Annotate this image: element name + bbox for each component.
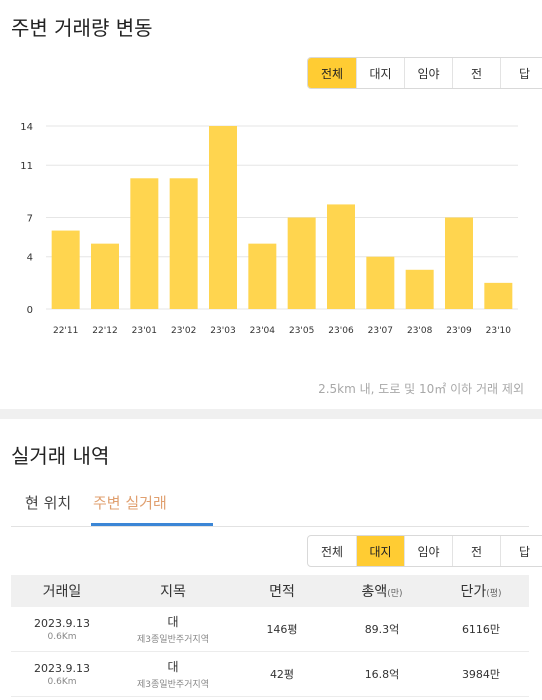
row-date: 2023.9.13 (34, 616, 90, 630)
col-date[interactable]: 거래일 (42, 584, 82, 600)
bar (366, 256, 395, 309)
col-land[interactable]: 지목 (160, 584, 186, 600)
y-tick-label: 0 (27, 305, 33, 316)
bar (405, 269, 434, 309)
bar (287, 217, 316, 309)
history-filter-lot[interactable]: 대지 (356, 536, 404, 566)
x-tick-label: 23'06 (328, 326, 354, 336)
row-distance: 0.6Km (47, 631, 77, 642)
row-distance: 0.6Km (47, 676, 77, 687)
row-date-cell: 2023.9.13 0.6Km (11, 617, 113, 642)
row-zone: 제3종일반주거지역 (137, 635, 209, 645)
row-land: 대 (167, 615, 179, 629)
active-tab-indicator (91, 523, 213, 526)
x-tick-label: 23'09 (446, 326, 472, 336)
row-area: 42평 (269, 668, 295, 681)
row-date: 2023.9.13 (34, 661, 90, 675)
history-title: 실거래 내역 (11, 444, 110, 468)
trend-filter-paddy[interactable]: 답 (500, 58, 542, 88)
trend-title: 주변 거래량 변동 (11, 16, 153, 40)
x-tick-label: 23'10 (486, 326, 512, 336)
bar (209, 126, 237, 309)
row-total: 89.3억 (364, 623, 400, 636)
history-filter-all[interactable]: 전체 (320, 544, 344, 559)
chart-footnote: 2.5km 내, 도로 및 10㎡ 이하 거래 제외 (318, 382, 524, 396)
trend-filter-all[interactable]: 전체 (308, 58, 356, 88)
col-total-label: 총액 (361, 584, 388, 600)
history-filter-group: 전체 대지 임야 전 답 (307, 535, 542, 567)
y-tick-label: 4 (27, 253, 33, 264)
volume-bar-chart: 0 4 7 11 14 22'11 22'12 23'01 23'02 23'03 23'04 23'… (20, 122, 518, 336)
trend-filter-field[interactable]: 전 (452, 58, 500, 88)
tab-nearby-transactions[interactable]: 주변 실거래 (93, 494, 167, 512)
x-tick-label: 23'03 (210, 326, 235, 336)
bar (51, 230, 80, 309)
x-tick-label: 23'05 (289, 326, 314, 336)
history-tabs: 현 위치 주변 실거래 (11, 486, 529, 527)
row-area: 146평 (266, 623, 298, 636)
y-tick-label: 11 (20, 161, 33, 172)
x-tick-label: 23'08 (407, 326, 433, 336)
y-tick-label: 7 (27, 214, 33, 225)
trend-filter-forest[interactable]: 임야 (404, 58, 452, 88)
bar (91, 243, 119, 309)
col-unit-price-label: 단가 (460, 584, 487, 600)
bar (327, 204, 355, 309)
trend-filter-group: 전체 대지 임야 전 답 (307, 57, 542, 89)
history-filter-field[interactable]: 전 (452, 536, 500, 566)
history-filter-forest[interactable]: 임야 (404, 536, 452, 566)
bar (248, 243, 277, 309)
x-tick-label: 22'11 (53, 326, 78, 336)
bar (484, 282, 513, 309)
y-tick-label: 14 (20, 122, 33, 133)
col-unit-price[interactable]: 단가(평) (433, 581, 529, 601)
history-filter-paddy[interactable]: 답 (500, 536, 542, 566)
col-area[interactable]: 면적 (269, 584, 295, 600)
x-tick-label: 23'02 (171, 326, 196, 336)
bar (169, 178, 198, 309)
row-unit-price: 3984만 (461, 668, 501, 681)
col-unit-price-unit: (평) (486, 589, 502, 599)
row-land: 대 (167, 660, 179, 674)
table-header: 거래일 지목 면적 총액(만) 단가(평) (11, 575, 529, 607)
row-date-cell: 2023.9.13 0.6Km (11, 662, 113, 687)
col-total[interactable]: 총액(만) (331, 581, 433, 601)
trend-filter-lot[interactable]: 대지 (356, 58, 404, 88)
col-total-unit: (만) (387, 589, 403, 599)
x-tick-label: 23'01 (132, 326, 157, 336)
section-divider (0, 409, 542, 419)
transaction-table: 거래일 지목 면적 총액(만) 단가(평) 2023.9.13 0.6Km 대 제3… (11, 575, 529, 697)
tab-current-location[interactable]: 현 위치 (25, 494, 72, 512)
x-tick-label: 23'07 (368, 326, 393, 336)
x-tick-label: 23'04 (250, 326, 276, 336)
row-total: 16.8억 (364, 668, 400, 681)
x-tick-label: 22'12 (92, 326, 117, 336)
bar (130, 178, 159, 309)
row-zone: 제3종일반주거지역 (137, 680, 209, 690)
row-unit-price: 6116만 (461, 623, 501, 636)
bar (445, 217, 473, 309)
